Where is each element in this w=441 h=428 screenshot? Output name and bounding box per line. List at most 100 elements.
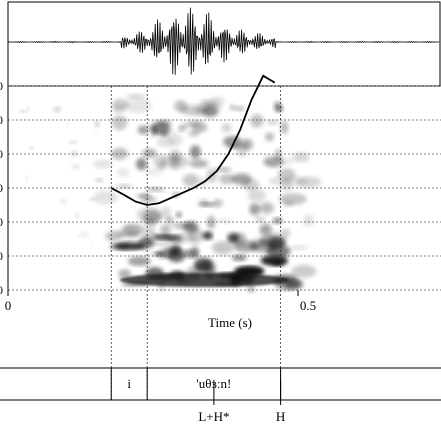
spectrogram-low-band [119,273,290,287]
segment-boundary-lines [110,86,282,405]
spectrogram-blob [29,146,34,150]
spectrogram-blob [125,93,146,99]
spectrogram-blob [111,147,128,160]
spectrogram-blob [77,234,82,237]
x-axis-ticks: 0 0.5 [5,290,316,313]
spectrogram-blob [26,106,30,112]
spectrogram-blob [75,213,79,219]
spectrogram-blob [127,256,151,266]
spectrogram-blob [211,241,234,255]
spectrogram-blob [157,163,166,171]
y-tick-label: 0 [0,79,3,93]
spectrogram-blob [112,105,125,113]
spectrogram-blob [117,168,130,177]
spectrogram-blob [153,251,167,257]
spectrogram-blob [219,173,235,185]
spectrogram-blob [165,216,174,224]
x-axis-label: Time (s) [208,315,252,330]
spectrogram-blob [72,164,80,170]
spectrogram-blob [259,223,272,236]
spectrogram-blob [274,148,282,161]
spectrogram-blob [227,232,240,244]
segment-label: 'uθɜːn! [196,376,231,391]
spectrogram-blob [182,173,200,187]
spectrogram-blob [93,190,118,205]
spectrogram-blob [95,178,104,183]
spectrogram-blob [234,105,245,112]
waveform-panel [7,1,441,87]
spectrogram-blob [183,221,199,233]
y-tick-label: 0 [0,249,3,263]
spectrogram-blob [280,157,294,165]
spectrogram-blob [70,150,78,157]
spectrogram-blob [232,254,247,261]
spectrogram-blob [247,190,267,202]
y-tick-label: 0 [0,181,3,195]
frequency-gridlines [8,85,441,291]
spectrogram-blob [192,122,208,133]
spectrogram-blob [174,100,188,112]
spectrogram-blob [282,176,308,186]
spectrogram-blob [111,115,128,131]
pitch-contour [110,74,276,206]
tone-labels: L+H* H [198,409,285,424]
spectrogram-blob [124,97,152,114]
spectrogram-blob [183,249,199,259]
tone-label: L+H* [198,409,229,424]
spectrogram-blob [266,120,279,125]
spectrogram-blob [176,211,182,218]
spectrogram-blob [136,158,147,171]
spectrogram-blob [273,101,282,113]
spectrogram-blob [150,241,172,247]
spectrogram-blob [280,120,289,135]
waveform [7,7,440,75]
spectrogram-blob [154,125,174,136]
y-tick-label: 0 [0,215,3,229]
spectrogram-blob [66,121,70,127]
spectrogram-blob [198,202,216,207]
waveform-frame [7,1,441,87]
spectrogram-energy [18,93,322,293]
spectrogram-blob [160,224,172,236]
x-tick-label: 0.5 [300,298,316,313]
spectrogram-blob [161,154,189,169]
spectrogram-blob [233,240,258,252]
spectrogram-blob [303,214,315,227]
spectrogram-blob [142,210,162,224]
y-tick-label: 0 [0,283,3,297]
spectrogram-blob [59,199,67,204]
spectrogram-blob [138,192,152,203]
spectrogram-blob [110,243,130,250]
spectrogram-blob [249,203,261,216]
spectrogram-blob [189,159,209,168]
tone-label: H [276,409,285,424]
spectrogram-blob [143,250,156,256]
spectrogram-blob [156,136,176,148]
spectrogram-blob [80,231,89,238]
y-tick-label: 0 [0,113,3,127]
y-axis-ticks: 0 0 0 0 0 0 0 [0,79,3,297]
spectrogram-blob [291,245,308,251]
spectrogram-blob [202,231,213,240]
spectrogram-blob [284,279,304,290]
spectrogram-blob [89,197,97,201]
spectrogram-blob [137,125,149,135]
spectrogram-blob [265,132,274,142]
spectrogram-blob [18,109,27,113]
spectrogram-blob [215,218,233,224]
spectrogram-blob [241,138,253,150]
spectrogram-blob [247,284,255,293]
spectrogram-blob [116,184,133,189]
spectrogram-blob [283,200,294,207]
spectrogram-blob [178,125,187,132]
spectrogram-blob [25,176,28,181]
spectrogram-blob [250,114,264,128]
spectrogram-blob [231,173,252,185]
spectrogram-blob [153,234,173,240]
spectrogram-blob [161,206,171,219]
spectrogram-blob [129,245,147,250]
spectrogram-blob [118,269,132,279]
spectrogram-blob [94,121,100,127]
